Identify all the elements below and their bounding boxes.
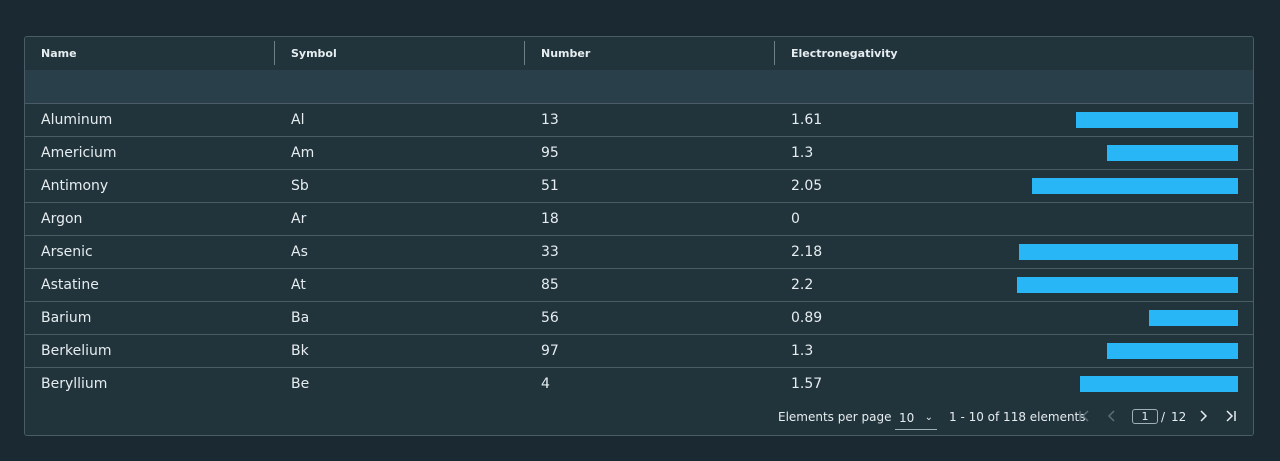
cell-name: Astatine: [41, 277, 99, 293]
cell-symbol: Ba: [291, 310, 310, 326]
cell-name: Americium: [41, 145, 117, 161]
chevron-right-icon: [1200, 410, 1208, 422]
electronegativity-bar: [1080, 376, 1238, 392]
grid-header: Name Symbol Number Electronegativity: [25, 37, 1253, 71]
column-header-electronegativity[interactable]: Electronegativity: [791, 47, 898, 60]
table-row[interactable]: Barium Ba 56 0.89: [25, 302, 1253, 335]
cell-electronegativity: 1.57: [791, 376, 823, 392]
per-page-value: 10: [899, 411, 915, 425]
chevron-down-icon: ⌄: [924, 412, 933, 423]
pagination-range-text: 1 - 10 of 118 elements: [949, 410, 1086, 424]
first-page-icon: [1079, 410, 1089, 422]
cell-symbol: Be: [291, 376, 310, 392]
first-page-button[interactable]: [1076, 409, 1092, 425]
cell-number: 56: [541, 310, 559, 326]
table-row[interactable]: Arsenic As 33 2.18: [25, 236, 1253, 269]
column-header-symbol[interactable]: Symbol: [291, 47, 337, 60]
cell-name: Arsenic: [41, 244, 93, 260]
cell-number: 51: [541, 178, 559, 194]
cell-name: Beryllium: [41, 376, 108, 392]
cell-symbol: Sb: [291, 178, 309, 194]
last-page-icon: [1226, 410, 1236, 422]
table-row[interactable]: Antimony Sb 51 2.05: [25, 170, 1253, 203]
per-page-label: Elements per page: [778, 410, 892, 424]
next-page-button[interactable]: [1195, 409, 1211, 425]
column-header-number[interactable]: Number: [541, 47, 591, 60]
cell-number: 95: [541, 145, 559, 161]
cell-symbol: Bk: [291, 343, 309, 359]
previous-page-button[interactable]: [1104, 409, 1120, 425]
grid-footer-pagination: Elements per page 10 ⌄ 1 - 10 of 118 ele…: [25, 399, 1253, 435]
page-separator: /: [1161, 410, 1166, 424]
per-page-select[interactable]: 10 ⌄: [895, 406, 937, 430]
electronegativity-bar: [1019, 244, 1238, 260]
electronegativity-bar: [1107, 343, 1238, 359]
empty-placeholder-row: [25, 70, 1253, 104]
electronegativity-bar: [1149, 310, 1238, 326]
cell-symbol: Ar: [291, 211, 307, 227]
chevron-left-icon: [1107, 410, 1115, 422]
column-resize-handle[interactable]: [274, 41, 275, 65]
elements-data-grid: Name Symbol Number Electronegativity Alu…: [24, 36, 1254, 436]
cell-symbol: Al: [291, 112, 305, 128]
column-resize-handle[interactable]: [774, 41, 775, 65]
cell-number: 33: [541, 244, 559, 260]
electronegativity-bar: [1076, 112, 1238, 128]
cell-number: 85: [541, 277, 559, 293]
electronegativity-bar: [1032, 178, 1238, 194]
table-row[interactable]: Aluminum Al 13 1.61: [25, 104, 1253, 137]
cell-name: Antimony: [41, 178, 109, 194]
current-page-input[interactable]: [1132, 409, 1158, 424]
cell-electronegativity: 1.3: [791, 145, 814, 161]
cell-number: 4: [541, 376, 550, 392]
electronegativity-bar: [1107, 145, 1238, 161]
table-row[interactable]: Astatine At 85 2.2: [25, 269, 1253, 302]
table-row[interactable]: Berkelium Bk 97 1.3: [25, 335, 1253, 368]
cell-name: Barium: [41, 310, 92, 326]
table-row[interactable]: Argon Ar 18 0: [25, 203, 1253, 236]
cell-electronegativity: 1.3: [791, 343, 814, 359]
cell-name: Aluminum: [41, 112, 113, 128]
cell-symbol: Am: [291, 145, 315, 161]
cell-electronegativity: 2.05: [791, 178, 823, 194]
cell-number: 97: [541, 343, 559, 359]
table-row[interactable]: Americium Am 95 1.3: [25, 137, 1253, 170]
cell-symbol: At: [291, 277, 306, 293]
cell-number: 18: [541, 211, 559, 227]
cell-electronegativity: 2.18: [791, 244, 823, 260]
cell-electronegativity: 0.89: [791, 310, 823, 326]
cell-electronegativity: 1.61: [791, 112, 823, 128]
electronegativity-bar: [1017, 277, 1238, 293]
column-header-name[interactable]: Name: [41, 47, 77, 60]
cell-symbol: As: [291, 244, 308, 260]
last-page-button[interactable]: [1223, 409, 1239, 425]
total-pages: 12: [1171, 410, 1187, 424]
cell-name: Berkelium: [41, 343, 112, 359]
cell-electronegativity: 2.2: [791, 277, 814, 293]
cell-name: Argon: [41, 211, 83, 227]
grid-body: Aluminum Al 13 1.61 Americium Am 95 1.3 …: [25, 104, 1253, 401]
table-row[interactable]: Beryllium Be 4 1.57: [25, 368, 1253, 401]
cell-electronegativity: 0: [791, 211, 800, 227]
column-resize-handle[interactable]: [524, 41, 525, 65]
cell-number: 13: [541, 112, 559, 128]
